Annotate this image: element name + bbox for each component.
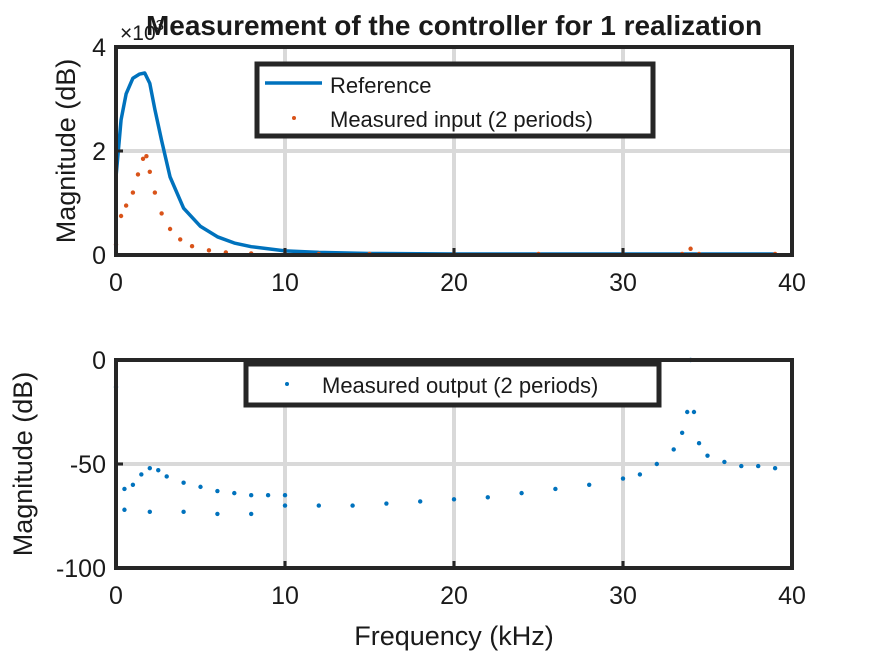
data-point-measured-output-2-periods bbox=[384, 501, 389, 506]
data-point-measured-output-2-periods bbox=[122, 486, 127, 492]
data-point-measured-output-2-periods bbox=[553, 486, 558, 492]
top-y-exponent: ×103 bbox=[120, 17, 164, 45]
data-point-measured-output-2-periods bbox=[282, 493, 288, 498]
data-point-measured-output-2-periods bbox=[147, 509, 152, 515]
data-point-measured-output-2-periods bbox=[164, 474, 169, 479]
bottom-series bbox=[113, 357, 778, 517]
top-legend-box bbox=[254, 61, 656, 139]
top-axes: 0 10 20 30 40 0 2 4 Magnitude (dB) ×103 Referen… bbox=[51, 17, 806, 297]
data-point-measured-input-2-periods bbox=[688, 246, 693, 251]
data-point-measured-output-2-periods bbox=[691, 409, 697, 415]
data-point-measured-output-2-periods bbox=[519, 490, 524, 496]
y-tick-label: -50 bbox=[70, 451, 106, 479]
bottom-legend: Measured output (2 periods) bbox=[243, 361, 662, 408]
data-point-measured-output-2-periods bbox=[756, 463, 761, 469]
data-point-measured-output-2-periods bbox=[587, 482, 592, 487]
x-tick-label: 10 bbox=[271, 269, 299, 297]
data-point-measured-output-2-periods bbox=[215, 511, 220, 517]
data-point-measured-output-2-periods bbox=[722, 459, 727, 465]
data-point-measured-output-2-periods bbox=[696, 441, 702, 446]
data-point-measured-input-2-periods bbox=[144, 154, 149, 159]
data-point-measured-output-2-periods bbox=[679, 430, 685, 435]
legend-label-measured-input: Measured input (2 periods) bbox=[330, 107, 593, 132]
bottom-y-axis-label: Magnitude (dB) bbox=[8, 372, 38, 557]
bottom-legend-box bbox=[243, 361, 662, 408]
y-tick-label: 4 bbox=[92, 34, 106, 62]
data-point-measured-output-2-periods bbox=[485, 495, 490, 500]
data-point-measured-output-2-periods bbox=[418, 499, 423, 504]
legend-label-measured-output: Measured output (2 periods) bbox=[322, 373, 598, 398]
data-point-measured-output-2-periods bbox=[685, 409, 690, 415]
y-tick-label: 0 bbox=[92, 242, 106, 270]
top-tick-labels: 0 10 20 30 40 0 2 4 bbox=[92, 34, 806, 297]
data-point-measured-input-2-periods bbox=[135, 172, 141, 177]
data-point-measured-output-2-periods bbox=[156, 468, 161, 473]
data-point-measured-input-2-periods bbox=[118, 213, 124, 219]
data-point-measured-output-2-periods bbox=[739, 463, 744, 469]
data-point-measured-output-2-periods bbox=[654, 461, 659, 467]
y-tick-label: -100 bbox=[56, 555, 106, 583]
data-point-measured-output-2-periods bbox=[215, 488, 220, 494]
x-tick-label: 40 bbox=[778, 582, 806, 610]
x-tick-label: 20 bbox=[440, 269, 468, 297]
data-point-measured-output-2-periods bbox=[198, 484, 203, 490]
data-point-measured-output-2-periods bbox=[265, 493, 271, 498]
data-point-measured-input-2-periods bbox=[140, 156, 146, 161]
data-point-measured-output-2-periods bbox=[139, 472, 144, 477]
legend-swatch-measured-output bbox=[285, 382, 289, 386]
data-point-measured-output-2-periods bbox=[181, 480, 186, 485]
top-legend: Reference Measured input (2 periods) bbox=[254, 61, 656, 139]
data-point-measured-output-2-periods bbox=[316, 503, 321, 508]
data-point-measured-input-2-periods bbox=[147, 169, 152, 174]
data-point-measured-output-2-periods bbox=[451, 497, 457, 502]
data-point-measured-output-2-periods bbox=[620, 476, 626, 481]
data-point-measured-output-2-periods bbox=[249, 511, 254, 517]
data-point-measured-input-2-periods bbox=[130, 190, 136, 195]
data-point-measured-input-2-periods bbox=[189, 243, 195, 249]
data-point-measured-output-2-periods bbox=[122, 507, 127, 512]
data-point-measured-input-2-periods bbox=[123, 203, 129, 208]
data-point-measured-input-2-periods bbox=[159, 211, 164, 216]
x-tick-label: 30 bbox=[609, 269, 637, 297]
data-point-measured-output-2-periods bbox=[705, 453, 710, 458]
x-tick-label: 30 bbox=[609, 582, 637, 610]
data-point-measured-input-2-periods bbox=[206, 248, 212, 253]
data-point-measured-input-2-periods bbox=[152, 190, 158, 195]
data-point-measured-output-2-periods bbox=[637, 472, 643, 477]
legend-label-reference: Reference bbox=[330, 73, 432, 98]
bottom-tick-labels: 0 10 20 30 40 0 -50 -100 bbox=[56, 347, 806, 610]
data-point-measured-output-2-periods bbox=[147, 465, 152, 471]
data-point-measured-output-2-periods bbox=[181, 509, 186, 515]
data-point-measured-output-2-periods bbox=[249, 493, 254, 498]
x-tick-label: 10 bbox=[271, 582, 299, 610]
data-point-measured-input-2-periods bbox=[167, 226, 173, 232]
x-tick-label: 0 bbox=[109, 582, 123, 610]
y-tick-label: 0 bbox=[92, 347, 106, 375]
data-point-measured-output-2-periods bbox=[282, 503, 288, 508]
x-axis-label: Frequency (kHz) bbox=[354, 621, 554, 651]
x-tick-label: 40 bbox=[778, 269, 806, 297]
x-tick-label: 0 bbox=[109, 269, 123, 297]
data-point-measured-output-2-periods bbox=[671, 447, 676, 452]
data-point-measured-output-2-periods bbox=[772, 465, 778, 471]
top-y-axis-label: Magnitude (dB) bbox=[51, 59, 81, 244]
legend-swatch-measured-input bbox=[292, 116, 296, 120]
data-point-measured-output-2-periods bbox=[232, 490, 237, 496]
bottom-axes: 0 10 20 30 40 0 -50 -100 Magnitude (dB) Frequen… bbox=[8, 347, 806, 651]
y-tick-label: 2 bbox=[92, 138, 106, 166]
data-point-measured-input-2-periods bbox=[178, 237, 183, 242]
data-point-measured-output-2-periods bbox=[350, 503, 355, 508]
data-point-measured-output-2-periods bbox=[130, 482, 136, 487]
chart-title: Measurement of the controller for 1 real… bbox=[146, 10, 762, 41]
x-tick-label: 20 bbox=[440, 582, 468, 610]
